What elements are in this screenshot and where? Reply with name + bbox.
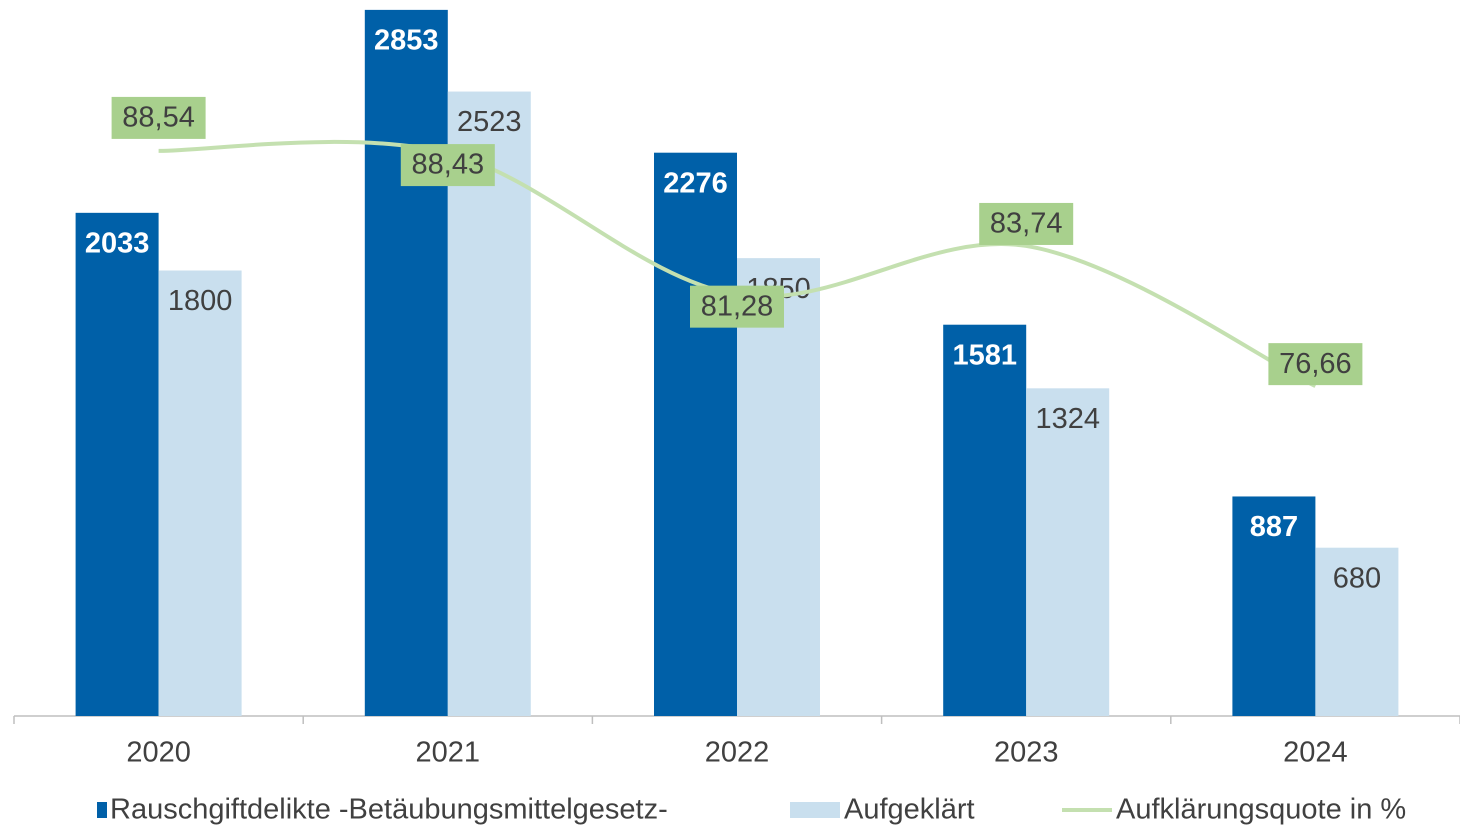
line-value-label: 88,43 <box>412 149 485 181</box>
line-value-label: 83,74 <box>990 208 1063 240</box>
line-value-label: 88,54 <box>122 102 195 134</box>
line-value-label: 81,28 <box>701 290 774 322</box>
bar-value-label: 1800 <box>168 285 233 317</box>
bar <box>737 258 820 716</box>
legend-label: Aufklärungsquote in % <box>1116 794 1406 826</box>
legend-swatch <box>97 802 107 818</box>
x-tick-label: 2022 <box>705 737 770 769</box>
bar <box>1026 388 1110 716</box>
bar-value-label: 2276 <box>663 167 728 199</box>
bar <box>654 152 737 716</box>
value-label-box <box>111 96 206 139</box>
bar-value-label: 887 <box>1250 511 1298 543</box>
bar-value-label: 2523 <box>457 106 522 138</box>
bar-value-label: 1581 <box>952 339 1017 371</box>
value-label-box <box>979 202 1074 245</box>
x-tick-label: 2023 <box>994 737 1059 769</box>
bar-value-label: 1324 <box>1035 403 1100 435</box>
value-label-box <box>690 285 784 328</box>
x-tick-label: 2024 <box>1283 737 1348 769</box>
bar <box>364 9 448 716</box>
bar <box>447 91 531 717</box>
bar <box>158 270 242 716</box>
legend-label: Rauschgiftdelikte -Betäubungsmittelgeset… <box>110 794 668 826</box>
bar <box>75 212 159 716</box>
x-tick-label: 2020 <box>126 737 191 769</box>
bar <box>1315 547 1399 716</box>
legend-label: Aufgeklärt <box>844 794 975 826</box>
bar-value-label: 2853 <box>374 25 439 57</box>
value-label-box <box>1268 343 1363 386</box>
bar-value-label: 2033 <box>85 227 150 259</box>
line-value-label: 76,66 <box>1279 348 1352 380</box>
bar <box>1232 496 1316 716</box>
x-tick-label: 2021 <box>416 737 481 769</box>
bar <box>943 324 1027 716</box>
bar-value-label: 680 <box>1333 562 1381 594</box>
legend-swatch <box>790 802 840 818</box>
value-label-box <box>400 144 495 187</box>
